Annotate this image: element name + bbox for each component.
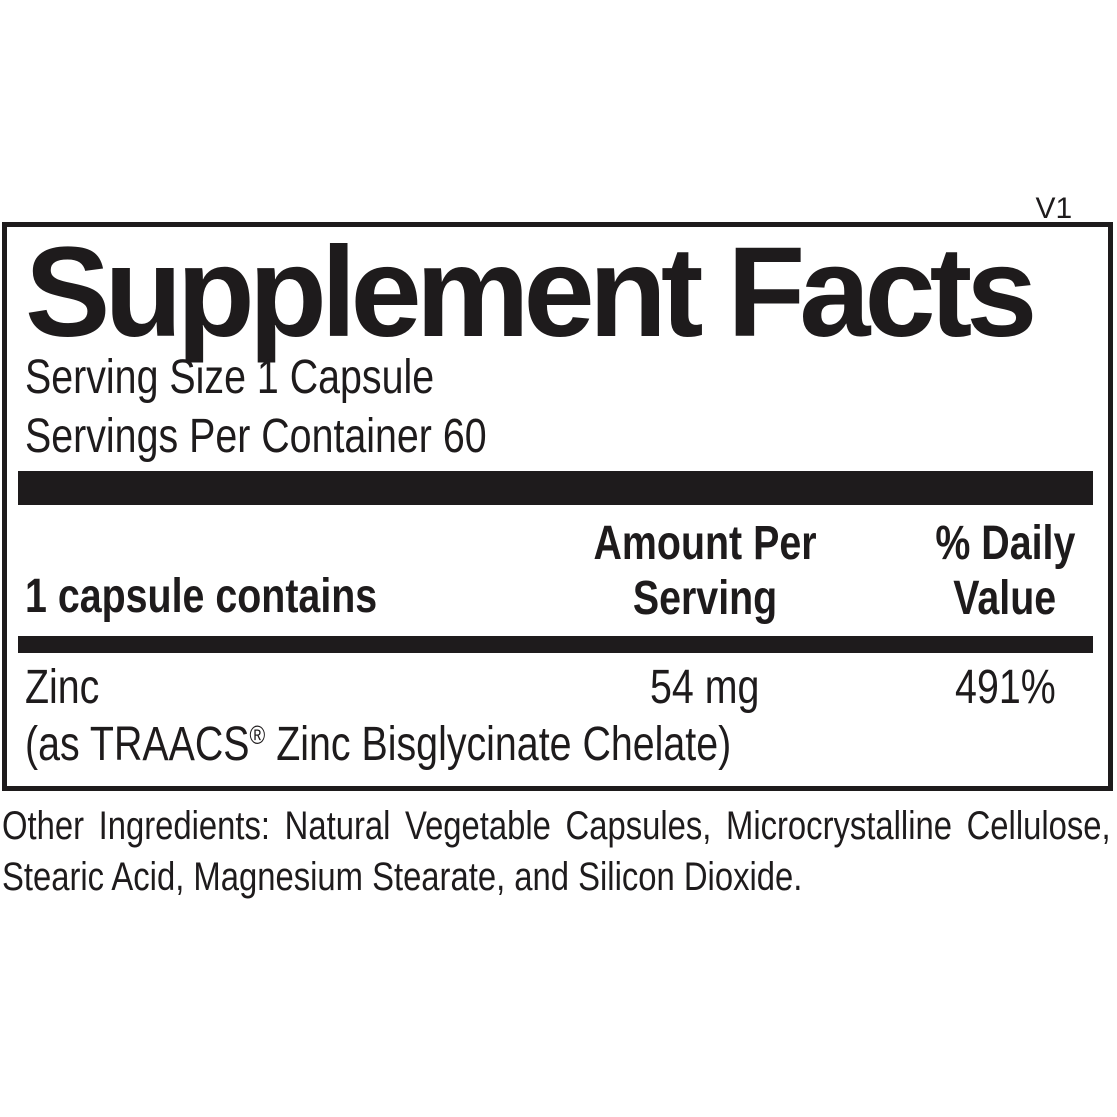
panel-title: Supplement FactsV1 [25, 194, 1072, 357]
header-divider-thick-bar [18, 471, 1093, 505]
facts-panel: Supplement FactsV1 Serving Size 1 Capsul… [2, 194, 1113, 791]
header-col-daily-value: % Daily Value [855, 516, 1117, 626]
header-col-ingredient: 1 capsule contains [25, 570, 378, 623]
header-col-daily-value-line2: Value [953, 572, 1057, 625]
serving-size-line: Serving Size 1 Capsule [25, 351, 435, 404]
nutrient-name: Zinc [25, 661, 100, 714]
nutrient-source-line: (as TRAACS® Zinc Bisglycinate Chelate) [25, 721, 886, 769]
servings-per-container-line: Servings Per Container 60 [25, 410, 487, 463]
version-superscript: V1 [1035, 192, 1073, 226]
panel-title-text: Supplement Facts [25, 221, 1037, 364]
header-col-amount-line1: Amount Per [593, 517, 817, 570]
header-col-amount-line2: Serving [632, 572, 778, 625]
nutrient-daily-value: 491% [954, 661, 1056, 714]
registered-trademark-symbol: ® [249, 720, 266, 750]
header-col-daily-value-line1: % Daily [934, 517, 1076, 570]
other-ingredients-paragraph: Other Ingredients: Natural Vegetable Cap… [2, 804, 1111, 899]
nutrient-amount: 54 mg [650, 661, 760, 714]
nutrient-source-text: (as TRAACS® Zinc Bisglycinate Chelate) [25, 718, 732, 771]
header-col-amount: Amount Per Serving [530, 516, 880, 626]
row-divider-medium-bar [18, 636, 1093, 653]
